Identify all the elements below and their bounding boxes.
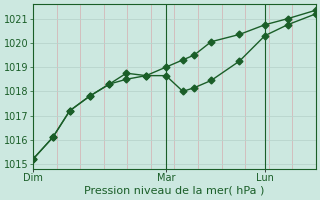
X-axis label: Pression niveau de la mer( hPa ): Pression niveau de la mer( hPa ) [84, 186, 265, 196]
